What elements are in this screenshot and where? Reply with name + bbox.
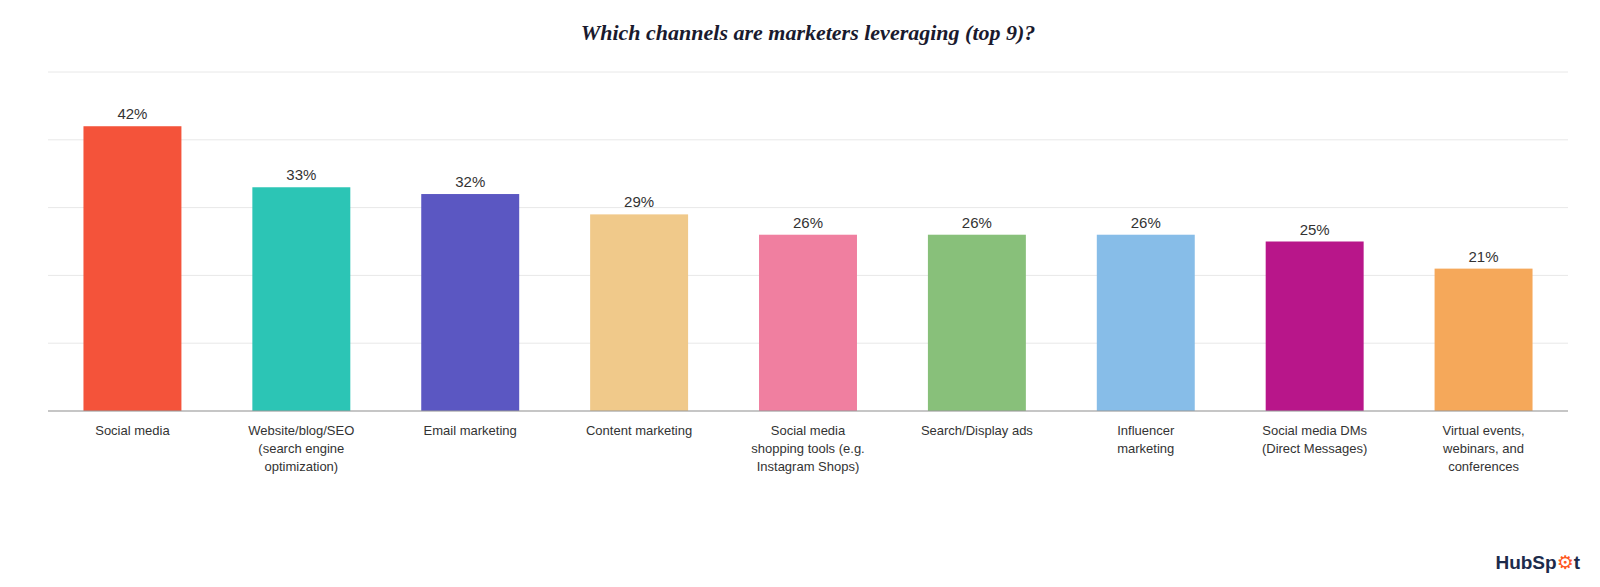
x-tick-label: Virtual events,webinars, andconferences — [1442, 423, 1525, 474]
bar — [759, 235, 857, 411]
x-tick-label: Search/Display ads — [921, 423, 1033, 438]
bar — [83, 126, 181, 411]
grid-line — [48, 411, 1568, 412]
chart: Which channels are marketers leveraging … — [0, 0, 1600, 587]
grid — [48, 72, 1568, 411]
data-label: 26% — [793, 214, 823, 231]
data-label: 21% — [1469, 248, 1499, 265]
bar — [252, 187, 350, 411]
x-tick-labels: Social media Website/blog/SEO(search engi… — [95, 423, 1524, 474]
annotation-part: Hub — [1495, 552, 1532, 573]
bars — [83, 126, 1532, 411]
data-label: 26% — [1131, 214, 1161, 231]
x-tick-label: Content marketing — [586, 423, 692, 438]
x-tick-label: Email marketing — [424, 423, 517, 438]
annotation: HubSp⚙t — [1495, 552, 1580, 573]
x-tick-label: Website/blog/SEO(search engineoptimizati… — [248, 423, 354, 474]
bar — [1435, 269, 1533, 411]
bar — [590, 214, 688, 411]
bar — [421, 194, 519, 411]
data-label: 42% — [117, 105, 147, 122]
bar — [928, 235, 1026, 411]
x-tick-label: Social media — [95, 423, 170, 438]
x-tick-label: Social mediashopping tools (e.g.Instagra… — [751, 423, 864, 474]
annotation-part: ⚙ — [1557, 552, 1574, 573]
grid-line — [48, 139, 1568, 140]
x-tick-label: Influencermarketing — [1117, 423, 1175, 456]
data-label: 25% — [1300, 221, 1330, 238]
annotation-part: t — [1574, 552, 1581, 573]
data-label: 26% — [962, 214, 992, 231]
data-label: 32% — [455, 173, 485, 190]
x-axis-line — [48, 411, 1568, 412]
grid-line — [48, 72, 1568, 73]
bar — [1266, 242, 1364, 412]
data-label: 29% — [624, 193, 654, 210]
bar — [1097, 235, 1195, 411]
annotation-part: Sp — [1532, 552, 1556, 573]
x-tick-label: Social media DMs(Direct Messages) — [1262, 423, 1368, 456]
title: Which channels are marketers leveraging … — [581, 20, 1036, 45]
data-labels: 42% 33% 32% 29% 26% 26% 26% 25% 21% — [117, 105, 1498, 264]
data-label: 33% — [286, 166, 316, 183]
